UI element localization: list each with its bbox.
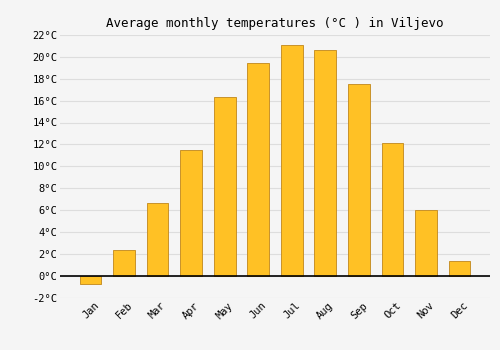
Bar xyxy=(113,251,135,276)
Bar xyxy=(382,143,404,276)
Bar xyxy=(248,63,269,276)
Bar xyxy=(214,97,236,276)
Bar xyxy=(448,261,470,276)
Bar xyxy=(146,203,169,276)
Bar xyxy=(348,84,370,276)
Bar xyxy=(314,50,336,276)
Bar xyxy=(281,45,302,276)
Bar xyxy=(180,150,202,276)
Bar xyxy=(80,276,102,284)
Title: Average monthly temperatures (°C ) in Viljevo: Average monthly temperatures (°C ) in Vi… xyxy=(106,17,444,30)
Bar xyxy=(415,210,437,276)
